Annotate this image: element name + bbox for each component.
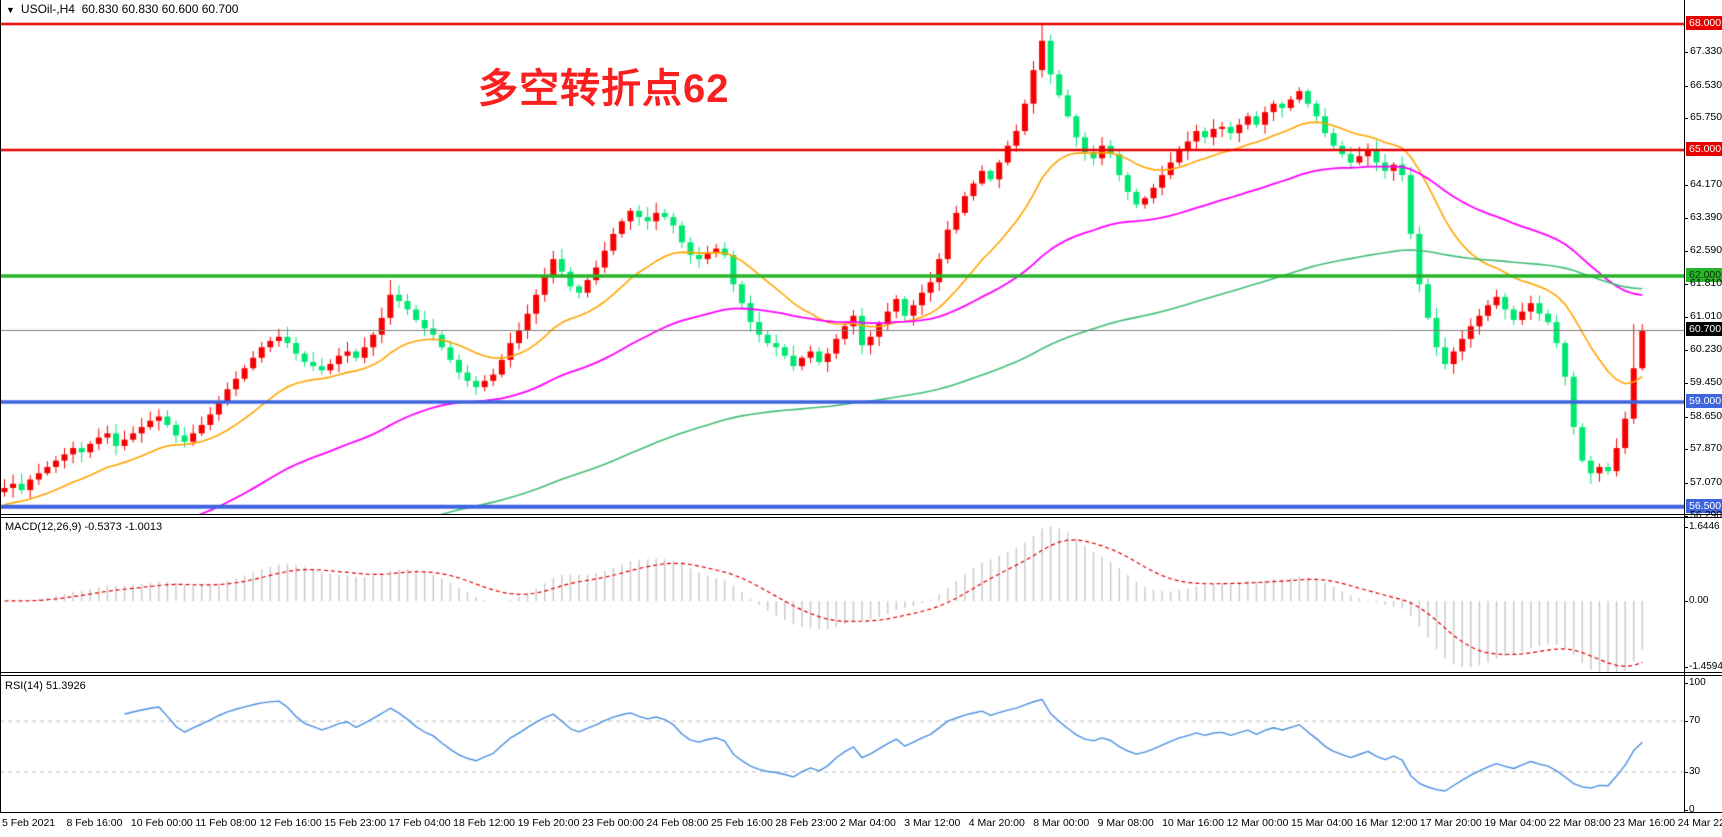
macd-axis-label: 0.00 bbox=[1689, 595, 1709, 606]
chart-left-border bbox=[0, 0, 1, 812]
rsi-axis-label: 0 bbox=[1689, 804, 1695, 815]
price-level-badge: 62.000 bbox=[1686, 268, 1722, 282]
macd-axis-label: 1.6446 bbox=[1689, 521, 1720, 532]
time-axis-label: 16 Mar 12:00 bbox=[1355, 817, 1418, 829]
price-tick bbox=[1684, 185, 1688, 186]
time-axis-label: 3 Mar 12:00 bbox=[904, 817, 961, 829]
price-tick bbox=[1684, 516, 1688, 517]
time-axis-label: 5 Feb 2021 bbox=[2, 817, 56, 829]
time-axis-label: 12 Mar 00:00 bbox=[1226, 817, 1289, 829]
time-axis-label: 23 Feb 00:00 bbox=[582, 817, 644, 829]
time-axis-label: 10 Feb 00:00 bbox=[130, 817, 193, 829]
rsi-indicator-label: RSI(14) 51.3926 bbox=[5, 680, 86, 692]
time-axis-line bbox=[0, 812, 1722, 813]
chart-title-bar: ▼ USOil-,H4 60.830 60.830 60.600 60.700 bbox=[6, 2, 238, 16]
macd-tick bbox=[1684, 527, 1688, 528]
macd-tick bbox=[1684, 667, 1688, 668]
price-level-badge: 68.000 bbox=[1686, 16, 1722, 30]
panel-splitter-macd[interactable] bbox=[0, 514, 1722, 515]
price-level-badge: 65.000 bbox=[1686, 142, 1722, 156]
price-axis-label: 56.290 bbox=[1690, 509, 1722, 521]
price-tick bbox=[1684, 417, 1688, 418]
time-axis-label: 17 Mar 20:00 bbox=[1419, 817, 1482, 829]
price-level-badge: 60.700 bbox=[1686, 322, 1722, 336]
time-axis-label: 11 Feb 08:00 bbox=[195, 817, 257, 829]
rsi-tick bbox=[1684, 772, 1688, 773]
ohlc-values: 60.830 60.830 60.600 60.700 bbox=[81, 2, 239, 16]
symbol-timeframe-label: USOil-,H4 bbox=[20, 2, 75, 16]
price-axis-label: 62.590 bbox=[1690, 244, 1722, 256]
rsi-canvas[interactable] bbox=[0, 676, 1684, 812]
time-axis-label: 12 Feb 16:00 bbox=[259, 817, 322, 829]
time-axis-label: 17 Feb 04:00 bbox=[388, 817, 451, 829]
price-tick bbox=[1684, 118, 1688, 119]
rsi-tick bbox=[1684, 810, 1688, 811]
price-axis-label: 59.450 bbox=[1690, 376, 1722, 388]
panel-splitter-macd-2[interactable] bbox=[0, 517, 1722, 518]
price-tick bbox=[1684, 449, 1688, 450]
time-axis-label: 28 Feb 23:00 bbox=[775, 817, 838, 829]
price-tick bbox=[1684, 383, 1688, 384]
macd-indicator-label: MACD(12,26,9) -0.5373 -1.0013 bbox=[5, 521, 163, 533]
time-axis-label: 19 Feb 20:00 bbox=[517, 817, 580, 829]
chevron-down-icon[interactable]: ▼ bbox=[6, 5, 15, 15]
time-axis-label: 4 Mar 20:00 bbox=[968, 817, 1025, 829]
price-axis-label: 65.750 bbox=[1690, 111, 1722, 123]
price-axis-label: 61.810 bbox=[1690, 277, 1722, 289]
price-axis-label: 64.170 bbox=[1690, 178, 1722, 190]
rsi-axis-label: 30 bbox=[1689, 766, 1701, 777]
price-axis-label: 58.650 bbox=[1690, 410, 1722, 422]
time-axis-label: 23 Mar 16:00 bbox=[1613, 817, 1676, 829]
time-axis-label: 25 Feb 16:00 bbox=[710, 817, 773, 829]
price-axis-label: 57.070 bbox=[1690, 476, 1722, 488]
time-axis-label: 24 Feb 08:00 bbox=[646, 817, 709, 829]
rsi-axis-label: 100 bbox=[1689, 677, 1706, 688]
price-axis-line bbox=[1684, 0, 1685, 812]
price-axis-label: 63.390 bbox=[1690, 211, 1722, 223]
price-axis-label: 61.010 bbox=[1690, 310, 1722, 322]
macd-axis-label: -1.4594 bbox=[1689, 661, 1722, 672]
price-tick bbox=[1684, 284, 1688, 285]
price-tick bbox=[1684, 218, 1688, 219]
price-axis-label: 67.330 bbox=[1690, 45, 1722, 57]
price-level-badge: 56.500 bbox=[1686, 499, 1722, 513]
price-tick bbox=[1684, 317, 1688, 318]
price-tick bbox=[1684, 86, 1688, 87]
panel-splitter-rsi[interactable] bbox=[0, 672, 1722, 673]
panel-splitter-rsi-2[interactable] bbox=[0, 675, 1722, 676]
time-axis-label: 8 Mar 00:00 bbox=[1033, 817, 1090, 829]
macd-tick bbox=[1684, 601, 1688, 602]
price-tick bbox=[1684, 350, 1688, 351]
time-axis-label: 18 Feb 12:00 bbox=[453, 817, 516, 829]
price-axis-label: 60.230 bbox=[1690, 343, 1722, 355]
macd-canvas[interactable] bbox=[0, 518, 1684, 672]
price-chart-canvas[interactable] bbox=[0, 0, 1684, 514]
annotation-text: 多空转折点62 bbox=[478, 67, 730, 111]
time-axis-label: 19 Mar 04:00 bbox=[1484, 817, 1547, 829]
time-axis-label: 24 Mar 22:00 bbox=[1677, 817, 1722, 829]
price-tick bbox=[1684, 483, 1688, 484]
time-axis-label: 9 Mar 08:00 bbox=[1097, 817, 1154, 829]
price-axis-label: 66.530 bbox=[1690, 79, 1722, 91]
rsi-tick bbox=[1684, 721, 1688, 722]
time-axis-label: 2 Mar 04:00 bbox=[839, 817, 896, 829]
time-axis-label: 10 Mar 16:00 bbox=[1162, 817, 1224, 829]
time-axis-label: 15 Mar 04:00 bbox=[1291, 817, 1353, 829]
price-level-badge: 59.000 bbox=[1686, 394, 1722, 408]
time-axis-label: 22 Mar 08:00 bbox=[1548, 817, 1611, 829]
price-tick bbox=[1684, 251, 1688, 252]
price-tick bbox=[1684, 52, 1688, 53]
time-axis-label: 15 Feb 23:00 bbox=[324, 817, 387, 829]
time-axis-label: 8 Feb 16:00 bbox=[66, 817, 123, 829]
rsi-axis-label: 70 bbox=[1689, 715, 1701, 726]
price-axis-label: 57.870 bbox=[1690, 442, 1722, 454]
rsi-tick bbox=[1684, 683, 1688, 684]
